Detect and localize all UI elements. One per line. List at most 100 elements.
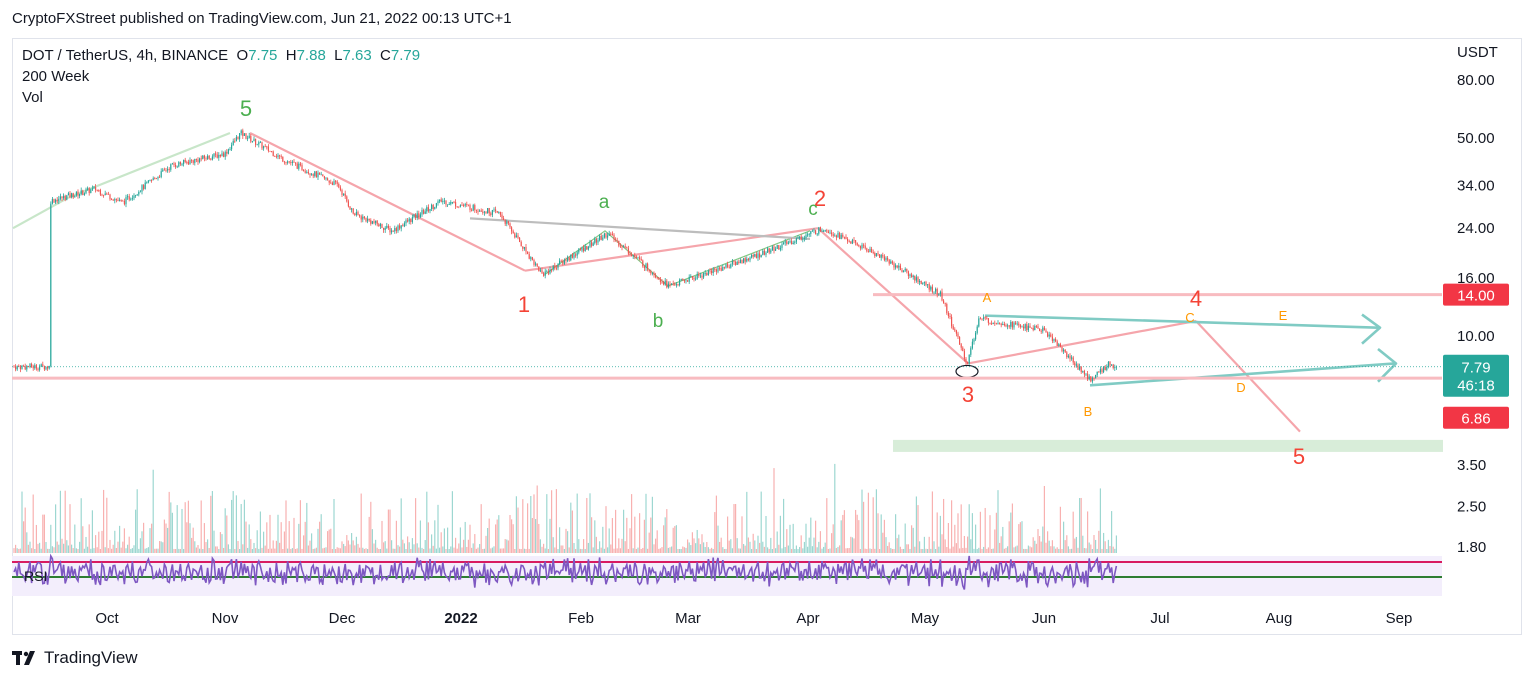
volume-bar	[815, 520, 817, 553]
wave-label-orange-C: C	[1185, 310, 1194, 325]
candle-body	[957, 333, 959, 337]
candle-body	[1077, 364, 1079, 370]
candle-body	[133, 195, 135, 199]
candle-body	[723, 267, 725, 268]
candle-body	[903, 270, 905, 273]
candle-body	[386, 225, 388, 228]
candle-body	[999, 323, 1001, 325]
candle-body	[667, 283, 669, 288]
legend-symbol[interactable]: DOT / TetherUS, 4h, BINANCE	[22, 47, 229, 64]
candle-body	[487, 208, 489, 213]
candle-body	[666, 280, 668, 288]
candle-body	[955, 330, 957, 334]
candle-body	[184, 159, 186, 162]
volume-bar	[643, 519, 645, 553]
volume-bar	[1051, 540, 1053, 553]
candle-body	[571, 254, 573, 258]
volume-bar	[696, 529, 698, 553]
candle-body	[559, 260, 561, 265]
volume-bar	[755, 548, 757, 553]
candle-body	[1064, 349, 1066, 353]
volume-bar	[127, 544, 129, 553]
volume-bar	[498, 515, 500, 553]
candle-body	[835, 235, 837, 238]
candle-body	[786, 241, 788, 244]
legend-indicator-vol[interactable]: Vol	[22, 89, 43, 106]
legend-indicator-200week[interactable]: 200 Week	[22, 68, 90, 85]
candle-body	[757, 253, 759, 258]
tradingview-brand[interactable]: TradingView	[12, 648, 138, 668]
candle-body	[560, 260, 562, 262]
volume-bar	[1003, 548, 1005, 553]
candle-body	[447, 204, 449, 206]
candle-body	[370, 220, 372, 224]
candle-body	[163, 169, 165, 171]
volume-bar	[509, 514, 511, 553]
volume-bar	[775, 548, 777, 553]
volume-bar	[754, 540, 756, 553]
candle-body	[675, 284, 677, 286]
volume-bar	[835, 548, 837, 553]
candle-body	[965, 358, 967, 363]
candle-body	[514, 233, 516, 238]
volume-bar	[147, 547, 149, 553]
volume-bar	[632, 548, 634, 553]
volume-bar	[687, 539, 689, 553]
volume-bar	[816, 547, 818, 553]
candle-body	[275, 156, 277, 158]
volume-bar	[800, 535, 802, 553]
volume-bar	[461, 547, 463, 553]
volume-bar	[75, 548, 77, 553]
candle-body	[871, 248, 873, 252]
volume-bar	[631, 494, 633, 553]
volume-bar	[936, 512, 938, 553]
candle-body	[210, 158, 212, 160]
candle-body	[1080, 366, 1082, 372]
volume-bar	[322, 548, 324, 553]
volume-bar	[611, 518, 613, 553]
candle-body	[1063, 349, 1065, 352]
candle-body	[1018, 323, 1020, 326]
volume-bar	[674, 526, 676, 553]
volume-bar	[978, 547, 980, 553]
candle-body	[291, 161, 293, 163]
volume-bar	[863, 501, 865, 553]
candle-body	[37, 368, 39, 370]
candle-body	[976, 326, 978, 333]
candle-body	[616, 240, 618, 241]
volume-bar	[728, 540, 730, 553]
volume-bar	[291, 548, 293, 553]
volume-bar	[296, 548, 298, 553]
volume-bar	[511, 519, 513, 553]
candle-body	[1051, 336, 1053, 341]
candle-body	[967, 362, 969, 364]
candle-body	[333, 181, 335, 186]
chart-frame[interactable]	[12, 38, 1522, 635]
volume-bar	[232, 491, 234, 553]
candle-body	[338, 183, 340, 188]
candle-body	[767, 248, 769, 253]
candle-body	[1055, 339, 1057, 342]
candle-body	[1093, 377, 1095, 379]
candle-body	[874, 253, 876, 257]
volume-bar	[987, 547, 989, 553]
candle-body	[253, 138, 255, 142]
candle-body	[349, 206, 351, 210]
volume-bar	[621, 538, 623, 553]
candle-body	[323, 176, 325, 179]
volume-bar	[947, 523, 949, 553]
volume-bar	[480, 504, 482, 553]
candle-body	[802, 238, 804, 240]
candle-body	[971, 341, 973, 349]
candle-body	[303, 170, 305, 172]
y-tick-0: 80.00	[1457, 72, 1495, 89]
candle-body	[1095, 375, 1097, 379]
candle-body	[1058, 344, 1060, 346]
volume-bar	[71, 544, 73, 553]
volume-bar	[543, 543, 545, 553]
volume-bar	[315, 547, 317, 553]
candle-body	[970, 348, 972, 355]
x-tick-6: Apr	[796, 610, 819, 627]
volume-bar	[96, 547, 98, 553]
